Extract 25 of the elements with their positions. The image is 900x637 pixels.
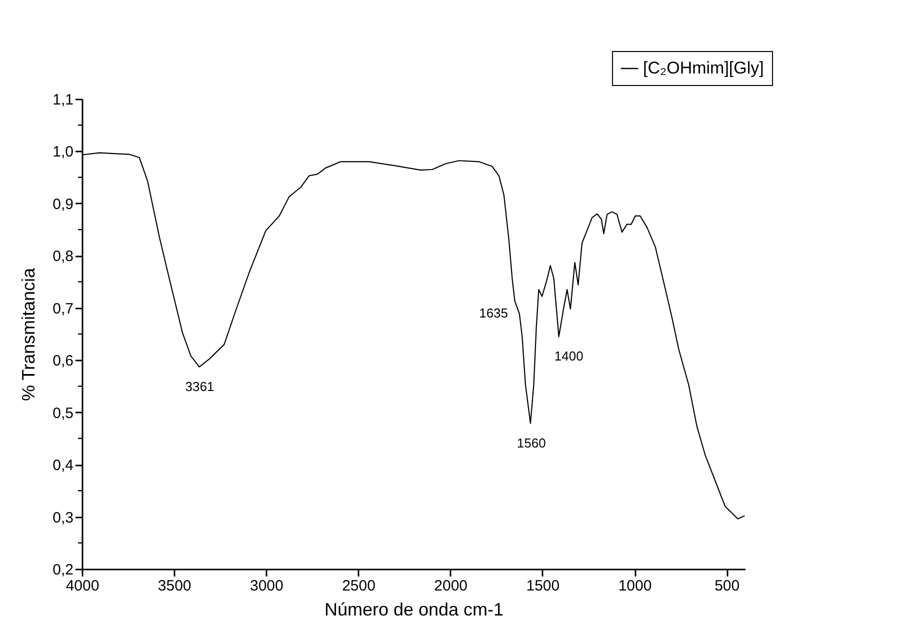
- legend-label: [C₂OHmim][Gly]: [643, 58, 764, 78]
- x-tick-label: 500: [714, 578, 740, 594]
- y-tick-label: 1,1: [52, 92, 74, 108]
- y-tick-label: 0,2: [52, 562, 74, 578]
- x-axis-title: Número de onda cm-1: [324, 600, 504, 620]
- y-tick-label: 0,3: [52, 509, 74, 526]
- annotation: 3361: [185, 378, 214, 394]
- x-tick-label: 1500: [526, 578, 560, 594]
- y-tick-label: 0,9: [52, 196, 74, 213]
- annotation: 1635: [479, 306, 508, 321]
- y-tick-label: 0,5: [52, 404, 74, 422]
- annotation: 1560: [516, 435, 546, 450]
- y-axis-title: % Transmitancia: [18, 266, 39, 402]
- x-tick-label: 1000: [618, 578, 652, 594]
- annotation: 1400: [554, 348, 584, 364]
- y-tick-label: 0,4: [52, 457, 74, 474]
- y-tick-label: 1,0: [52, 144, 74, 161]
- y-tick-label: 0,6: [52, 352, 74, 370]
- y-tick-label: 0,8: [52, 248, 74, 266]
- y-tick-label: 0,7: [52, 300, 74, 318]
- x-tick-label: 3500: [158, 578, 192, 594]
- x-tick-label: 2000: [434, 578, 468, 594]
- x-tick-label: 2500: [342, 578, 376, 594]
- x-tick-label: 3000: [250, 578, 284, 594]
- x-tick-label: 4000: [66, 578, 100, 594]
